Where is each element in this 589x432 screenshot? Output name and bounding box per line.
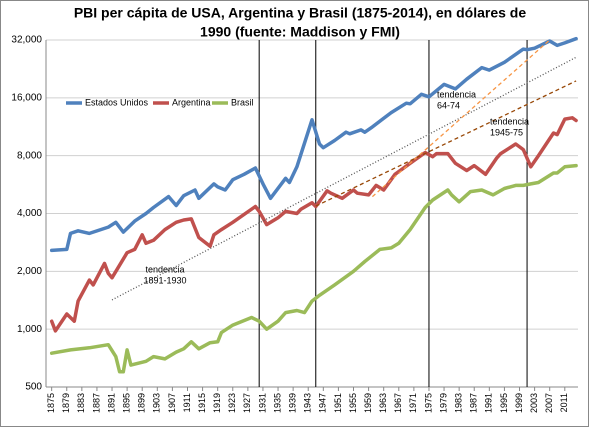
series-line [49, 116, 578, 333]
trend-line [315, 80, 577, 207]
y-tick-label: 8,000 [17, 150, 42, 161]
x-tick-label: 1947 [318, 393, 328, 413]
trend-label: 1891-1930 [143, 275, 186, 285]
chart-title: PBI per cápita de USA, Argentina y Brasi… [74, 5, 527, 21]
trend-line [111, 56, 577, 301]
x-tick-label: 1967 [393, 393, 403, 413]
x-tick-label: 1915 [197, 393, 207, 413]
x-tick-label: 1959 [363, 393, 373, 413]
series-line [49, 36, 578, 253]
x-tick-label: 1923 [227, 393, 237, 413]
trend-line [371, 39, 551, 198]
x-tick-label: 1999 [514, 393, 524, 413]
y-tick-label: 1,000 [17, 324, 42, 335]
x-tick-label: 2003 [529, 393, 539, 413]
y-tick-label: 2,000 [17, 266, 42, 277]
x-tick-label: 2011 [559, 393, 569, 412]
x-tick-label: 1883 [76, 393, 86, 413]
legend-label: Brasil [231, 97, 254, 107]
trend-label: tendencia [490, 116, 529, 126]
x-tick-label: 1891 [106, 393, 116, 413]
x-tick-label: 2007 [544, 393, 554, 413]
x-tick-label: 1943 [303, 393, 313, 413]
x-tick-label: 1911 [182, 393, 192, 412]
x-tick-label: 1991 [484, 393, 494, 413]
x-tick-label: 1975 [423, 393, 433, 413]
legend-label: Argentina [172, 97, 211, 107]
x-tick-label: 1903 [152, 393, 162, 413]
x-tick-label: 1951 [333, 393, 343, 413]
chart-title: 1990 (fuente: Maddison y FMI) [200, 24, 400, 40]
x-tick-label: 1983 [454, 393, 464, 413]
x-tick-label: 1875 [46, 393, 56, 413]
x-tick-label: 1907 [167, 393, 177, 413]
x-tick-label: 1931 [257, 393, 267, 413]
y-tick-label: 500 [25, 382, 42, 393]
x-tick-label: 1971 [408, 393, 418, 413]
y-tick-label: 32,000 [11, 35, 42, 46]
x-tick-label: 1987 [469, 393, 479, 413]
x-tick-label: 1879 [61, 393, 71, 413]
legend-label: Estados Unidos [85, 97, 149, 107]
y-tick-label: 16,000 [11, 92, 42, 103]
x-tick-label: 1919 [212, 393, 222, 413]
x-tick-label: 1963 [378, 393, 388, 413]
x-tick-label: 1979 [438, 393, 448, 413]
trend-label: tendencia [145, 264, 184, 274]
trend-label: 1945-75 [490, 127, 523, 137]
series-line [49, 163, 578, 374]
x-tick-label: 1887 [91, 393, 101, 413]
x-tick-label: 1927 [242, 393, 252, 413]
x-tick-label: 1995 [499, 393, 509, 413]
trend-label: tendencia [437, 89, 476, 99]
y-tick-label: 4,000 [17, 208, 42, 219]
x-tick-label: 1899 [137, 393, 147, 413]
x-tick-label: 1895 [121, 393, 131, 413]
x-tick-label: 1939 [288, 393, 298, 413]
x-tick-label: 1935 [272, 393, 282, 413]
trend-label: 64-74 [437, 100, 460, 110]
x-tick-label: 1955 [348, 393, 358, 413]
